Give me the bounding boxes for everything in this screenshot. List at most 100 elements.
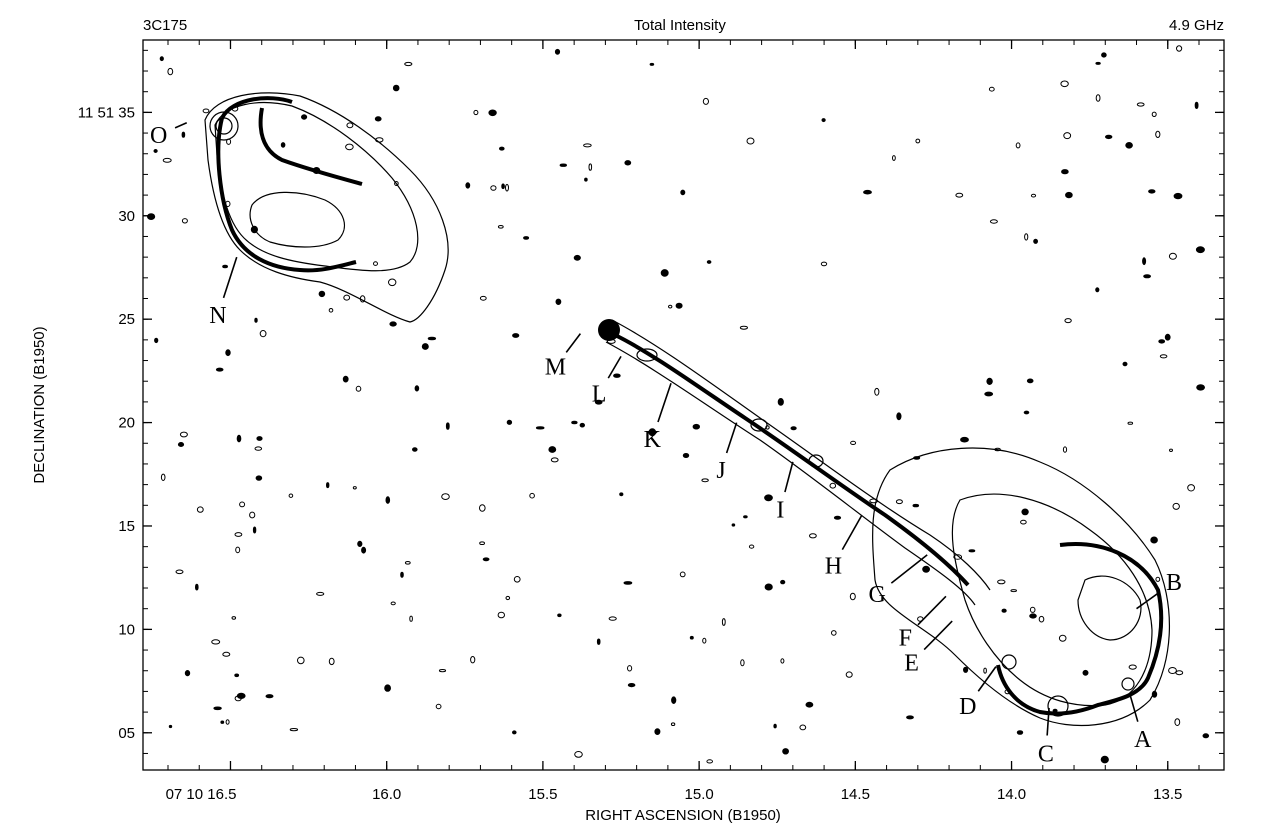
noise-contour: [1029, 613, 1037, 619]
noise-contour: [384, 684, 392, 692]
knot-l-contour: [636, 348, 658, 362]
noise-contour: [265, 694, 274, 699]
feature-leader-d: [977, 666, 997, 692]
noise-contour: [234, 532, 243, 537]
noise-contour: [777, 398, 784, 406]
feature-leader-b: [1136, 591, 1160, 610]
noise-contour: [1155, 130, 1161, 138]
noise-contour: [1101, 52, 1107, 58]
north-lobe-mid-contour: [214, 102, 419, 272]
noise-contour: [225, 719, 230, 725]
noise-contour: [1136, 102, 1145, 107]
noise-contour: [746, 137, 755, 145]
noise-contour: [594, 399, 603, 405]
feature-label-l: L: [592, 382, 607, 408]
noise-contour: [627, 683, 636, 688]
noise-contour: [680, 189, 686, 196]
noise-contour: [1125, 142, 1133, 149]
noise-contour: [660, 269, 669, 277]
noise-contour: [159, 56, 164, 62]
noise-contour: [177, 442, 185, 447]
x-tick-label-2: 15.5: [528, 786, 557, 803]
hotspot-o-ring-2: [215, 117, 233, 135]
jet-outer-contour: [605, 319, 991, 606]
y-tick-label-0: 11 51 35: [78, 104, 135, 121]
noise-contour: [1015, 142, 1021, 149]
noise-contour: [1061, 169, 1069, 175]
noise-contour: [863, 189, 872, 195]
noise-contour: [1175, 670, 1184, 676]
noise-contour: [584, 177, 588, 182]
noise-contour: [1158, 339, 1166, 344]
noise-contour: [989, 219, 998, 224]
noise-contour: [682, 453, 690, 458]
noise-contour: [385, 496, 391, 504]
noise-contour: [195, 583, 199, 591]
noise-contour: [701, 478, 709, 483]
noise-contour: [997, 579, 1006, 585]
noise-contour: [833, 515, 842, 520]
noise-contour: [1030, 193, 1037, 198]
noise-contour: [984, 391, 994, 397]
noise-contour: [181, 218, 188, 224]
noise-contour: [352, 486, 357, 490]
noise-contour: [1169, 448, 1173, 452]
south-lobe-inner-contour: [1077, 575, 1142, 641]
noise-contour: [743, 515, 748, 519]
knot-j-contour: [750, 418, 768, 432]
axis-ticks: 07 10 16.5 16.0 15.5 15.0 14.5 14.0 13.5 11 51 …: [78, 40, 1224, 803]
noise-contour: [689, 635, 694, 640]
noise-contour: [912, 503, 920, 508]
noise-contour: [1021, 508, 1029, 516]
noise-contour: [1062, 446, 1068, 453]
noise-contours: [147, 45, 1210, 764]
noise-contour: [1176, 45, 1183, 52]
noise-contour: [513, 576, 521, 583]
noise-contour: [196, 506, 204, 513]
noise-contour: [702, 97, 710, 105]
noise-contour: [764, 494, 773, 502]
noise-contour: [1174, 718, 1181, 726]
noise-contour: [499, 146, 505, 151]
noise-contour: [234, 673, 240, 678]
x-tick-label-5: 14.0: [997, 786, 1026, 803]
feature-leader-n: [222, 256, 238, 299]
noise-contour: [679, 571, 686, 578]
noise-contour: [497, 225, 504, 229]
feature-leader-j: [725, 422, 738, 454]
noise-contour: [731, 523, 736, 527]
noise-contour: [222, 651, 231, 657]
x-tick-label-6: 13.5: [1153, 786, 1182, 803]
noise-contour: [342, 375, 349, 383]
noise-contour: [479, 541, 486, 546]
noise-contour: [288, 493, 294, 498]
noise-contour: [1023, 410, 1030, 415]
noise-contour: [895, 499, 903, 505]
noise-contour: [346, 122, 354, 129]
noise-contour: [619, 492, 624, 497]
noise-contour: [1196, 384, 1205, 391]
noise-contour: [1187, 484, 1195, 492]
noise-contour: [829, 482, 837, 489]
noise-contour: [153, 149, 158, 153]
hotspot-a-ring: [1121, 677, 1135, 691]
noise-contour: [215, 367, 224, 372]
noise-contour: [222, 264, 229, 269]
feature-label-g: G: [869, 582, 886, 608]
noise-contour: [254, 446, 263, 451]
noise-contour: [249, 511, 256, 519]
noise-contour: [231, 616, 237, 620]
noise-contour: [160, 473, 166, 481]
noise-contour: [297, 656, 305, 665]
noise-contour: [1033, 238, 1038, 244]
noise-contour: [345, 143, 354, 151]
noise-contour: [554, 48, 561, 55]
noise-contour: [404, 561, 411, 565]
y-tick-label-4: 15: [118, 518, 135, 535]
feature-leader-l: [607, 355, 622, 379]
noise-contour: [435, 703, 442, 710]
feature-leader-g: [890, 554, 928, 584]
noise-contour: [211, 639, 221, 645]
feature-label-m: M: [545, 355, 566, 381]
feature-label-h: H: [825, 553, 842, 579]
